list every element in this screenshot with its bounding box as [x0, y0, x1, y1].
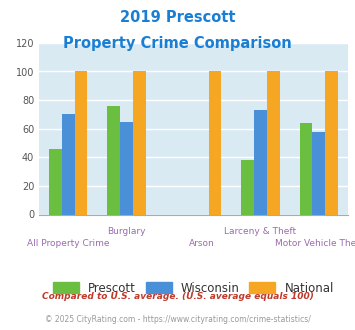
- Text: Burglary: Burglary: [107, 227, 146, 236]
- Text: All Property Crime: All Property Crime: [27, 239, 109, 248]
- Text: Larceny & Theft: Larceny & Theft: [224, 227, 296, 236]
- Text: © 2025 CityRating.com - https://www.cityrating.com/crime-statistics/: © 2025 CityRating.com - https://www.city…: [45, 315, 310, 324]
- Text: Arson: Arson: [189, 239, 215, 248]
- Text: Property Crime Comparison: Property Crime Comparison: [63, 36, 292, 51]
- Text: Compared to U.S. average. (U.S. average equals 100): Compared to U.S. average. (U.S. average …: [42, 292, 313, 301]
- Text: 2019 Prescott: 2019 Prescott: [120, 10, 235, 25]
- Bar: [62, 115, 75, 214]
- Bar: [325, 72, 338, 214]
- Bar: [267, 72, 280, 214]
- Legend: Prescott, Wisconsin, National: Prescott, Wisconsin, National: [48, 277, 339, 300]
- Bar: [300, 123, 312, 214]
- Bar: [209, 72, 222, 214]
- Bar: [241, 160, 254, 214]
- Bar: [49, 149, 62, 214]
- Bar: [120, 121, 133, 214]
- Bar: [254, 110, 267, 214]
- Bar: [75, 72, 87, 214]
- Text: Motor Vehicle Theft: Motor Vehicle Theft: [275, 239, 355, 248]
- Bar: [133, 72, 146, 214]
- Bar: [107, 106, 120, 214]
- Bar: [312, 132, 325, 214]
